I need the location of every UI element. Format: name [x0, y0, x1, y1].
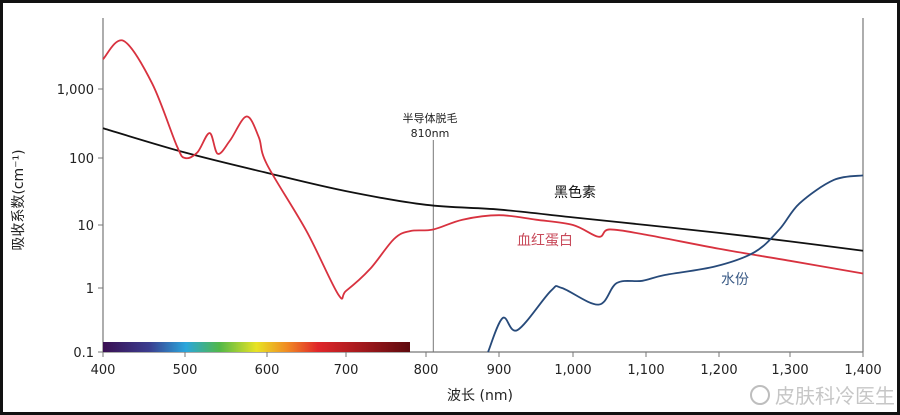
y-tick-label: 1 — [86, 282, 94, 297]
annotation-line1: 半导体脱毛 — [403, 111, 458, 125]
y-tick-label: 0.1 — [73, 346, 94, 361]
x-tick-label: 1,000 — [554, 363, 591, 378]
x-tick-label: 700 — [334, 363, 359, 378]
watermark: 皮肤科冷医生 — [750, 384, 895, 408]
x-tick-label: 1,400 — [844, 363, 881, 378]
x-tick-label: 1,200 — [700, 363, 737, 378]
x-tick-label: 500 — [173, 363, 198, 378]
weibo-logo-icon — [750, 385, 770, 405]
x-axis-label: 波长 (nm) — [447, 388, 513, 404]
series-label-melanin: 黑色素 — [554, 184, 596, 201]
x-tick-label: 1,100 — [627, 363, 664, 378]
hemoglobin-line — [102, 39, 864, 300]
y-tick-label: 1,000 — [57, 83, 94, 98]
y-axis-label: 吸收系数(cm⁻¹) — [11, 149, 27, 250]
x-tick-label: 900 — [487, 363, 512, 378]
series-label-hemoglobin: 血红蛋白 — [517, 233, 573, 249]
x-tick-label: 600 — [255, 363, 280, 378]
visible-spectrum-bar — [103, 342, 410, 352]
x-tick-label: 1,300 — [771, 363, 808, 378]
series-label-water: 水份 — [721, 272, 749, 288]
y-tick-label: 10 — [77, 219, 94, 234]
annotation-line2: 810nm — [411, 127, 450, 140]
x-tick-label: 800 — [414, 363, 439, 378]
y-tick-label: 100 — [69, 152, 94, 167]
x-tick-label: 400 — [91, 363, 116, 378]
watermark-text: 皮肤科冷医生 — [775, 384, 895, 408]
water-line — [487, 174, 864, 353]
melanin-line — [102, 127, 864, 252]
